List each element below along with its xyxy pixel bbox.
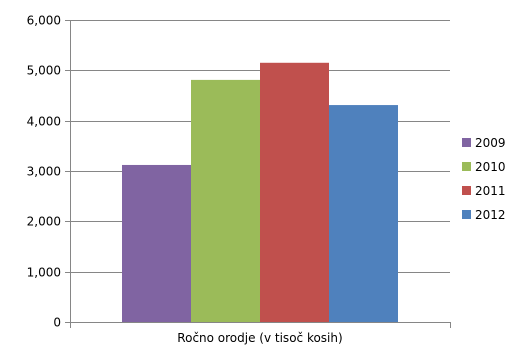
- y-tick-label: 4,000: [27, 115, 61, 129]
- legend-label-2012: 2012: [475, 208, 506, 222]
- bar-2011: [260, 62, 329, 323]
- legend-label-2010: 2010: [475, 160, 506, 174]
- y-tick-label: 2,000: [27, 215, 61, 229]
- bar-2010: [191, 79, 260, 322]
- category-label: Ročno orodje (v tisoč kosih): [177, 331, 342, 345]
- y-tick-label: 6,000: [27, 14, 61, 28]
- bars: [122, 62, 398, 323]
- y-tick-label: 5,000: [27, 64, 61, 78]
- y-tick-label: 0: [53, 316, 61, 330]
- legend-swatch-2010: [462, 162, 471, 171]
- axes: [65, 20, 451, 328]
- y-tick-label: 1,000: [27, 266, 61, 280]
- bar-2009: [122, 164, 191, 322]
- legend-swatch-2011: [462, 186, 471, 195]
- legend-swatch-2012: [462, 210, 471, 219]
- legend-swatch-2009: [462, 138, 471, 147]
- y-tick-label: 3,000: [27, 165, 61, 179]
- bar-2012: [329, 105, 398, 323]
- y-tick-labels: 0 1,000 2,000 3,000 4,000 5,000 6,000: [27, 14, 61, 330]
- legend-label-2011: 2011: [475, 184, 506, 198]
- category-labels: Ročno orodje (v tisoč kosih): [177, 331, 342, 345]
- legend: 2009 2010 2011 2012: [462, 136, 506, 222]
- legend-label-2009: 2009: [475, 136, 506, 150]
